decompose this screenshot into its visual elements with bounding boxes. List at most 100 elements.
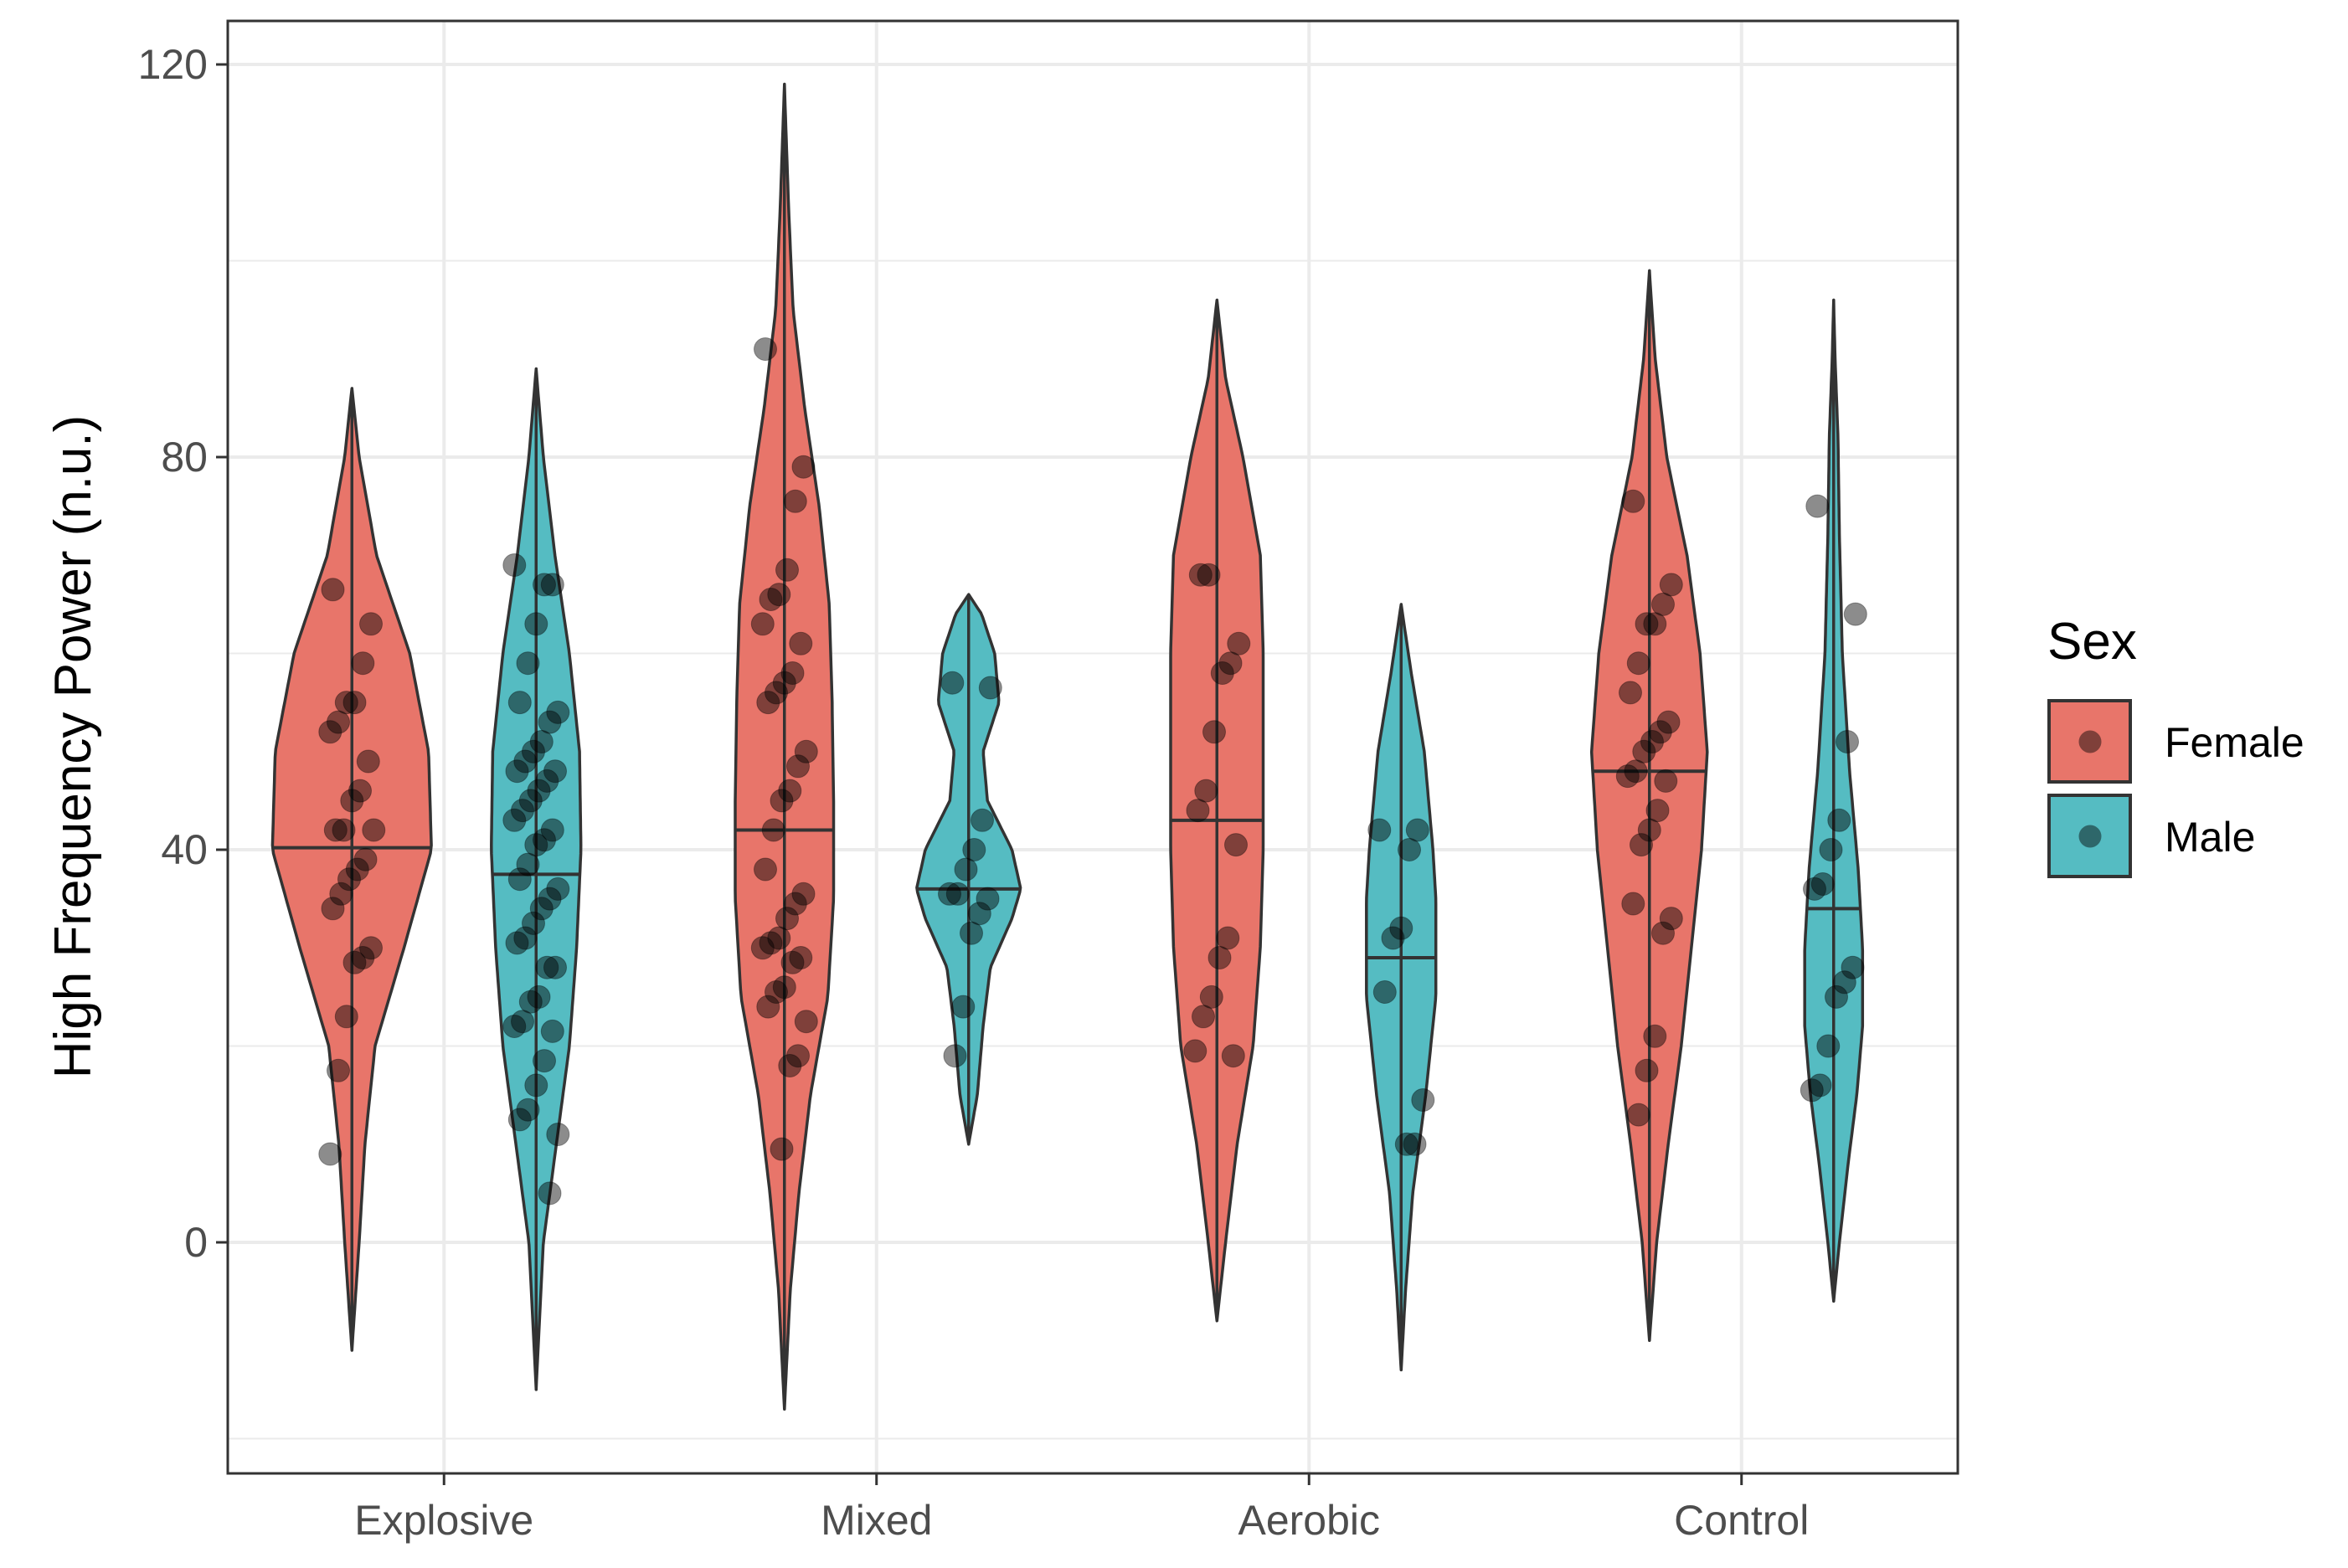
data-point — [546, 1123, 570, 1146]
data-point — [772, 975, 796, 1000]
data-point — [775, 907, 799, 931]
data-point — [538, 1181, 562, 1206]
data-point — [1635, 1058, 1659, 1082]
data-point — [978, 676, 1002, 700]
data-point — [318, 720, 342, 744]
data-point — [359, 936, 383, 960]
data-point — [938, 882, 961, 906]
data-point — [1637, 818, 1661, 842]
legend-point-icon — [2078, 730, 2102, 753]
data-point — [540, 1019, 564, 1043]
data-point — [511, 799, 534, 823]
data-point — [770, 789, 794, 813]
data-point — [1197, 563, 1221, 587]
data-point — [1643, 1024, 1667, 1048]
data-point — [1656, 710, 1681, 734]
data-point — [786, 1044, 810, 1068]
data-point — [513, 749, 538, 774]
data-point — [1654, 769, 1678, 793]
data-point — [1188, 563, 1213, 587]
data-point — [345, 857, 369, 882]
data-point — [750, 612, 775, 636]
data-point — [359, 612, 383, 636]
data-point — [543, 759, 567, 784]
data-point — [1624, 759, 1648, 784]
data-point — [507, 867, 532, 892]
data-point — [1183, 1039, 1207, 1063]
data-point — [1194, 779, 1218, 803]
data-point — [770, 1137, 794, 1161]
data-point — [1808, 1073, 1832, 1098]
data-point — [529, 897, 554, 921]
data-point — [954, 857, 978, 882]
data-point — [332, 818, 356, 842]
data-point — [516, 651, 540, 676]
data-point — [507, 1108, 532, 1132]
data-point — [791, 455, 816, 479]
data-point — [1632, 739, 1656, 763]
data-point — [524, 1073, 548, 1098]
data-point — [962, 838, 986, 861]
data-point — [518, 990, 543, 1014]
data-point — [524, 612, 548, 636]
data-point — [529, 730, 554, 753]
data-point — [759, 588, 783, 611]
data-point — [513, 926, 538, 950]
data-point — [789, 946, 813, 969]
data-point — [540, 818, 564, 842]
data-point — [540, 573, 564, 597]
data-point — [756, 995, 780, 1019]
data-point — [1648, 720, 1672, 744]
data-point — [775, 558, 799, 582]
data-point — [546, 700, 570, 724]
data-point — [754, 337, 777, 361]
data-point — [1626, 1103, 1650, 1127]
legend-key-male — [2047, 794, 2132, 878]
data-point — [1643, 612, 1667, 636]
y-tick-label: 120 — [138, 41, 208, 88]
data-point — [761, 818, 785, 842]
data-point — [543, 955, 567, 979]
data-point — [778, 779, 802, 803]
data-point — [340, 789, 364, 813]
data-point — [1819, 838, 1843, 861]
data-point — [1659, 907, 1683, 931]
data-point — [1398, 838, 1421, 861]
data-point — [1825, 984, 1848, 1009]
points-layer — [318, 337, 1867, 1206]
data-point — [516, 1098, 540, 1122]
data-point — [1810, 872, 1835, 896]
data-point — [794, 739, 818, 763]
legend-label-female: Female — [2165, 719, 2304, 766]
data-point — [767, 583, 791, 607]
data-point — [967, 902, 991, 926]
data-point — [351, 946, 375, 969]
data-point — [321, 897, 345, 921]
data-point — [1651, 592, 1675, 616]
data-point — [511, 1010, 534, 1034]
data-point — [535, 955, 559, 979]
data-point — [1640, 730, 1664, 753]
data-point — [1841, 955, 1865, 979]
data-point — [1659, 573, 1683, 597]
data-point — [1218, 651, 1243, 676]
violins-layer — [270, 82, 1865, 1411]
data-point — [516, 852, 540, 877]
data-point — [502, 1015, 527, 1038]
data-point — [507, 691, 532, 715]
legend-point-icon — [2078, 825, 2102, 848]
data-point — [783, 489, 807, 513]
data-point — [318, 1142, 342, 1166]
data-point — [522, 911, 545, 935]
data-point — [1630, 833, 1653, 857]
data-point — [342, 691, 367, 715]
data-point — [1645, 799, 1670, 823]
data-point — [1615, 764, 1640, 789]
x-tick-label: Aerobic — [1238, 1497, 1380, 1544]
data-point — [546, 877, 570, 901]
data-point — [533, 828, 556, 852]
data-point — [1192, 1005, 1215, 1029]
data-point — [786, 754, 810, 779]
data-point — [759, 931, 783, 955]
data-point — [334, 1005, 358, 1029]
